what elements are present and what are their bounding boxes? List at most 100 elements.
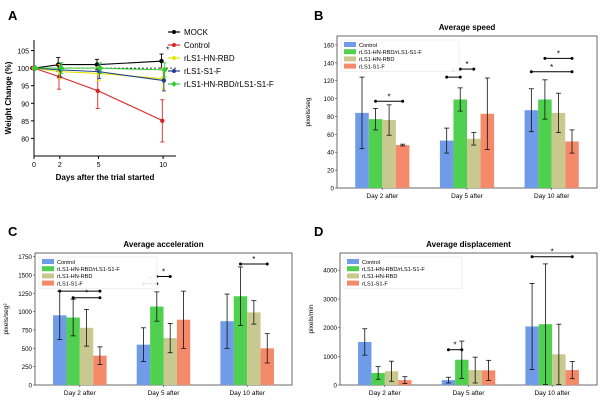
panel-d-x-tick-label: Day 5 after: [453, 390, 486, 397]
panel-b-y-tick-label: 60: [327, 132, 334, 139]
panel-b-title: Average speed: [439, 23, 496, 32]
panel-b-bar-bar_s1f: [565, 141, 579, 188]
panel-a-legend-marker-mock: [172, 30, 176, 34]
panel-letter-d: D: [314, 224, 323, 239]
panel-a-point-combo: [32, 65, 39, 72]
panel-b-significance-dot: [570, 56, 574, 60]
panel-a-legend-marker-rbd: [172, 56, 176, 60]
panel-a-series-line-combo: [34, 67, 164, 71]
panel-b-bar-bar_combo: [453, 99, 467, 188]
panel-a-point-control: [160, 118, 165, 124]
panel-b-y-tick-label: 100: [324, 96, 335, 103]
panel-c-bar-bar_rbd: [163, 338, 177, 385]
panel-b-significance-star: *: [465, 60, 468, 69]
panel-b-legend-label-bar_control: Control: [359, 43, 377, 49]
panel-b-bar-bar_rbd: [382, 120, 396, 188]
panel-c-y-tick-label: 1000: [18, 309, 32, 316]
panel-b-bar-bar_combo: [368, 119, 383, 188]
panel-d-legend-label-bar_control: Control: [362, 260, 380, 266]
panel-b-significance-star: *: [557, 49, 560, 58]
panel-d-y-tick-label: 1000: [323, 354, 337, 361]
panel-c-legend-label-bar_s1f: rLS1-S1-F: [57, 281, 83, 287]
panel-b-bar-bar_control: [439, 140, 454, 188]
panel-c-title: Average acceleration: [123, 240, 203, 249]
panel-b-significance-dot: [543, 56, 547, 60]
panel-c-legend-box: [38, 256, 158, 290]
panel-c-bar-bar_control: [220, 321, 234, 385]
panel-c-significance-dot: [71, 296, 75, 300]
panel-d-significance-star: *: [551, 248, 554, 257]
panel-a-legend-label-s1f: rLS1-S1-F: [184, 67, 221, 76]
panel-c-x-tick-label: Day 2 after: [64, 390, 97, 397]
panel-b-legend-box: [340, 39, 460, 73]
panel-c-y-tick-label: 1500: [18, 273, 32, 280]
panel-d-legend-box: [343, 256, 463, 290]
panel-a-point-control: [95, 88, 100, 94]
panel-a-series-line-s1f: [33, 67, 164, 81]
panel-d-significance-dot: [446, 348, 450, 352]
panel-a-series-line-control: [33, 67, 164, 122]
panel-c-significance-dot: [238, 262, 242, 266]
panel-d-significance-dot: [570, 255, 574, 259]
panel-c-bar-bar_combo: [233, 296, 248, 385]
panel-a-legend-marker-combo: [171, 81, 177, 87]
panel-a-y-tick-label: 85: [21, 119, 29, 126]
panel-b-y-tick-label: 120: [324, 78, 335, 85]
panel-c-legend-swatch-bar_control: [42, 259, 54, 264]
panel-b-significance-dot: [472, 67, 476, 71]
panel-a-legend-label-rbd: rLS1-HN-RBD: [184, 54, 235, 63]
panel-a-point-mock: [94, 62, 100, 67]
panel-b-legend-swatch-bar_rbd: [344, 56, 356, 62]
panel-a-point-s1f: [161, 78, 167, 83]
panel-b-significance-dot: [458, 75, 462, 79]
panel-a-legend-marker-control: [172, 43, 176, 47]
panel-c-legend-label-bar_rbd: rLS1-HN-RBD: [57, 274, 92, 280]
panel-d-x-tick-label: Day 2 after: [369, 390, 402, 397]
panel-a-legend-label-combo: rLS1-HN-RBD/rLS1-S1-F: [184, 80, 274, 89]
panel-b-bar-bar_combo: [538, 99, 552, 188]
panel-d-y-tick-label: 0: [334, 383, 338, 390]
panel-c-significance-star: *: [252, 255, 255, 264]
panel-b-bar-bar_s1f: [395, 145, 410, 188]
panel-c-bar-bar_rbd: [79, 327, 94, 385]
panel-b-y-label: pixels/seg: [305, 97, 312, 126]
panel-b-legend-swatch-bar_s1f: [344, 63, 356, 69]
panel-d-legend-swatch-bar_rbd: [347, 273, 359, 279]
panel-b-bar-bar_rbd: [467, 138, 481, 188]
panel-c-y-tick-label: 250: [22, 364, 33, 371]
panel-d-y-label: pixels/min: [308, 304, 315, 333]
panel-b-significance-dot: [445, 75, 449, 79]
panel-d-significance-dot: [530, 255, 534, 259]
panel-c-x-tick-label: Day 10 after: [229, 390, 265, 397]
panel-a-legend-label-mock: MOCK: [184, 28, 209, 37]
panel-d-legend-label-bar_s1f: rLS1-S1-F: [362, 281, 388, 287]
panel-d-legend-swatch-bar_s1f: [347, 280, 359, 286]
panel-b-bar-bar_s1f: [480, 113, 495, 188]
panel-d-legend-label-bar_rbd: rLS1-HN-RBD: [362, 274, 397, 280]
panel-b-legend-swatch-bar_combo: [344, 49, 356, 55]
panel-d-significance-star: *: [454, 341, 457, 350]
panel-c-y-tick-label: 1250: [18, 291, 32, 298]
panel-b-significance-dot: [374, 99, 378, 103]
panel-b-significance-star: *: [452, 68, 455, 77]
panel-d-bar-bar_control: [358, 341, 372, 385]
panel-c-significance-dot: [98, 289, 102, 293]
panel-a-x-tick-label: 10: [159, 162, 167, 169]
panel-b-y-tick-label: 160: [324, 42, 335, 49]
panel-c-significance-dot: [98, 296, 102, 300]
panel-c-bar-bar_combo: [150, 306, 164, 385]
panel-letter-a: A: [8, 8, 18, 23]
panel-a-x-tick-label: 0: [32, 162, 36, 169]
panel-b-x-tick-label: Day 5 after: [451, 193, 484, 200]
panel-c-legend-label-bar_combo: rLS1-HN-RBD/rLS1-S1-F: [57, 267, 120, 273]
panel-b-y-tick-label: 40: [327, 150, 334, 157]
panel-a-point-combo: [97, 65, 104, 72]
panel-c-legend-swatch-bar_rbd: [42, 273, 54, 279]
panel-c-significance-dot: [58, 289, 62, 293]
panel-b-legend-swatch-bar_control: [344, 42, 356, 47]
panel-a-x-label: Days after the trial started: [56, 173, 155, 182]
panel-d-y-tick-label: 2000: [323, 325, 337, 332]
panel-c-y-tick-label: 0: [29, 383, 33, 390]
panel-a-y-tick-label: 105: [17, 49, 29, 56]
